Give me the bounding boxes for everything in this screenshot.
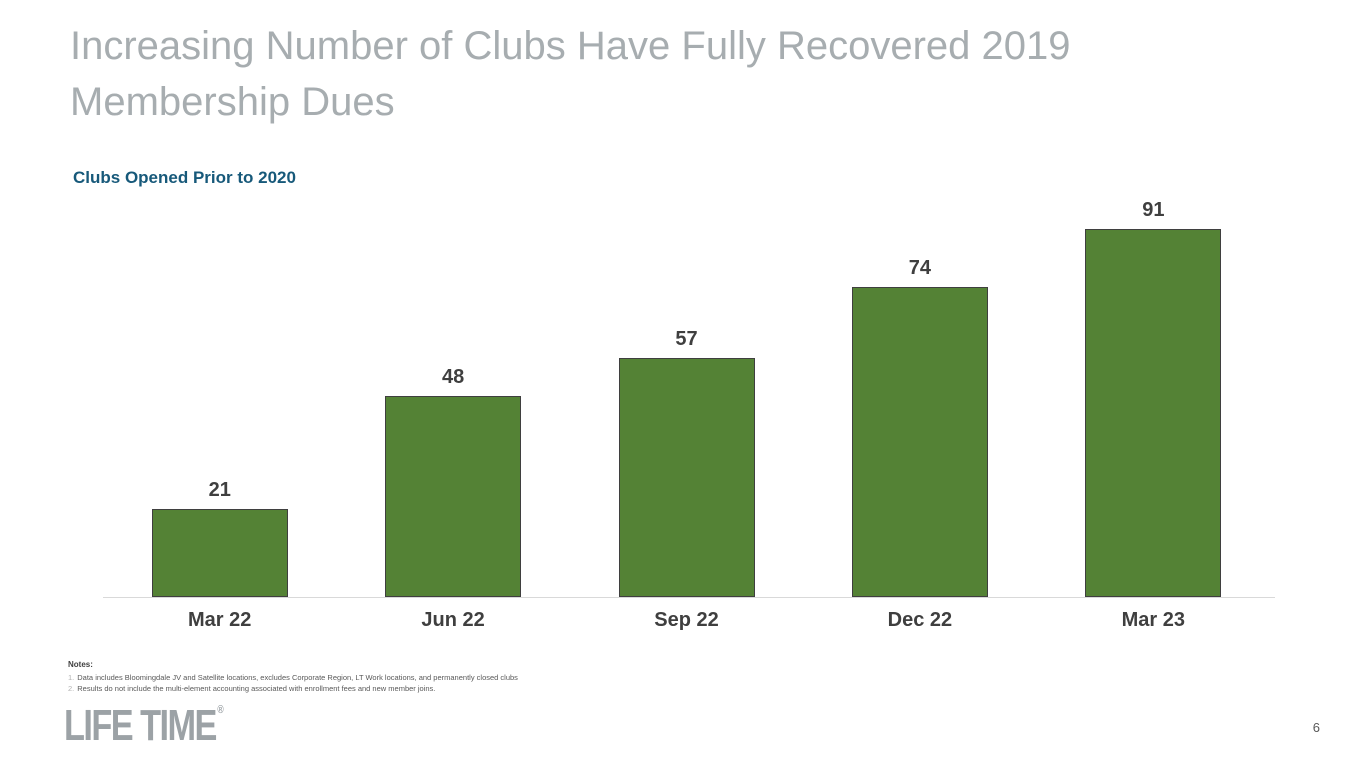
note-number: 2. <box>68 684 75 693</box>
x-axis-label-sep-22: Sep 22 <box>654 609 719 631</box>
notes-list: 1. Data includes Bloomingdale JV and Sate… <box>68 672 518 694</box>
slide-title: Increasing Number of Clubs Have Fully Re… <box>70 24 1071 124</box>
notes: Notes: 1. Data includes Bloomingdale JV a… <box>68 660 518 694</box>
lifetime-logo-text: LIFE TIME <box>64 701 217 750</box>
bar-mar-23 <box>1085 229 1222 597</box>
bar-value-label: 48 <box>441 365 465 388</box>
x-axis-label-jun-22: Jun 22 <box>421 609 485 631</box>
bar-group-mar-23: 91 <box>1037 199 1270 597</box>
bar-dec-22 <box>851 286 988 597</box>
bar-sep-22 <box>618 358 755 597</box>
bar-value-label: 57 <box>675 328 698 351</box>
x-axis-label-mar-23: Mar 23 <box>1121 609 1186 631</box>
note-text: Data includes Bloomingdale JV and Satell… <box>77 673 518 682</box>
bar-mar-22 <box>151 509 288 597</box>
bar-value-label: 91 <box>1142 199 1165 221</box>
registered-trademark-icon: ® <box>217 704 224 716</box>
x-axis-line <box>103 597 1275 598</box>
bar-group-mar-22: 21 <box>103 199 336 597</box>
bar-jun-22 <box>385 395 522 597</box>
bar-group-dec-22: 74 <box>803 199 1036 597</box>
x-axis-label-mar-22: Mar 22 <box>188 609 252 631</box>
note-item: 2. Results do not include the multi-eleme… <box>68 683 518 694</box>
chart-plot-area: 21 48 57 74 91 <box>103 199 1270 597</box>
bar-value-label: 74 <box>908 256 932 279</box>
bar-value-label: 21 <box>208 479 231 502</box>
note-number: 1. <box>68 673 75 682</box>
page-number: 6 <box>1312 720 1320 735</box>
note-text: Results do not include the multi-element… <box>77 684 436 693</box>
bar-group-jun-22: 48 <box>336 199 569 597</box>
bar-group-sep-22: 57 <box>570 199 803 597</box>
x-axis-labels: Mar 22 Jun 22 Sep 22 Dec 22 Mar 23 <box>103 609 1270 632</box>
chart-heading: Clubs Opened Prior to 2020 <box>73 168 296 187</box>
notes-heading: Notes: <box>68 660 93 669</box>
note-item: 1. Data includes Bloomingdale JV and Sate… <box>68 672 518 683</box>
lifetime-logo: LIFE TIME ® <box>64 701 224 751</box>
x-axis-label-dec-22: Dec 22 <box>887 609 953 631</box>
